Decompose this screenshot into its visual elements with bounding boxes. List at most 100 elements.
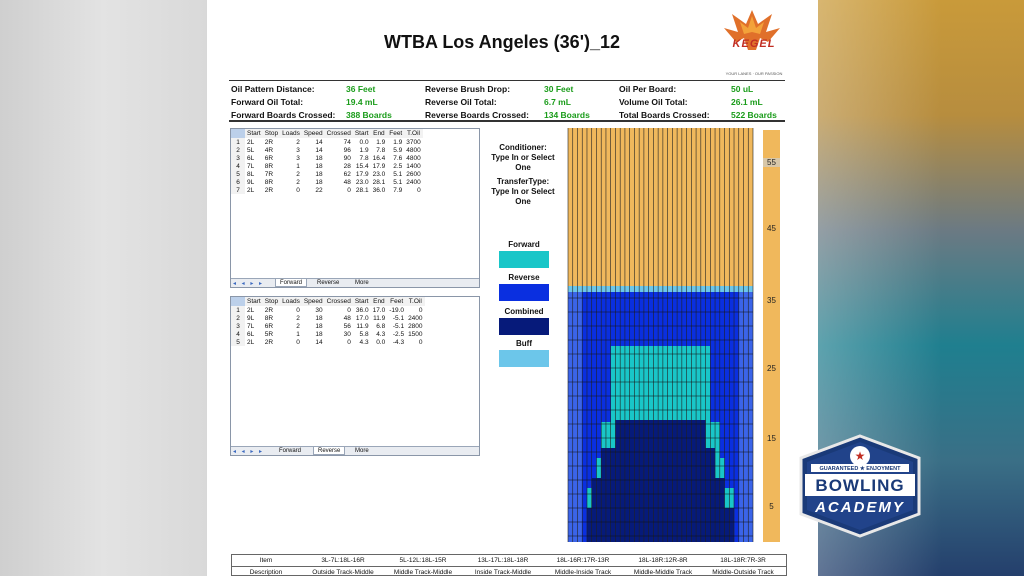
table-cell[interactable]: 0 [418, 338, 423, 346]
transfer-type-select[interactable]: TransferType: Type In or Select One [491, 177, 555, 206]
table-cell[interactable]: 16.4 [372, 154, 386, 162]
table-cell[interactable]: 2400 [406, 178, 421, 186]
table-cell[interactable]: 2 [296, 170, 300, 178]
table-cell[interactable]: 2400 [408, 314, 423, 322]
table-cell[interactable]: 6.8 [376, 322, 386, 330]
table-cell[interactable]: 5.1 [393, 170, 403, 178]
table-cell[interactable]: 28.1 [355, 186, 369, 194]
table-cell[interactable]: 18 [315, 330, 323, 338]
table-cell[interactable]: 48 [343, 314, 351, 322]
table-cell[interactable]: 14 [315, 338, 323, 346]
table-cell[interactable]: 11.9 [373, 314, 386, 322]
table-cell[interactable]: 28.1 [372, 178, 386, 186]
table-cell[interactable]: 1.9 [359, 146, 369, 154]
table-row[interactable]: 4 6L 5R 1 18 30 5.8 4.3 -2.5 1500 [231, 330, 425, 338]
table-cell[interactable]: 90 [343, 154, 351, 162]
table-cell[interactable]: 0 [347, 338, 351, 346]
table-cell[interactable]: 30 [343, 330, 351, 338]
table-cell[interactable]: 4800 [406, 146, 421, 154]
table-cell[interactable]: 0.0 [376, 338, 386, 346]
table-cell[interactable]: 8R [264, 314, 274, 322]
table-cell[interactable]: 18 [315, 170, 323, 178]
table-cell[interactable]: 4.3 [376, 330, 386, 338]
table-cell[interactable]: 22 [315, 186, 323, 194]
table-cell[interactable]: 1.9 [393, 138, 403, 146]
table-cell[interactable]: -5.1 [392, 322, 405, 330]
table-cell[interactable]: 18 [315, 322, 323, 330]
tab-forward[interactable]: Forward [275, 279, 308, 287]
table-cell[interactable]: 2 [296, 314, 300, 322]
table-cell[interactable]: 48 [343, 178, 351, 186]
table-row[interactable]: 4 7L 8R 1 18 28 15.4 17.9 2.5 1400 [231, 162, 423, 170]
table-row[interactable]: 2 5L 4R 3 14 96 1.9 7.8 5.9 4800 [231, 146, 423, 154]
table-cell[interactable]: 15.4 [355, 162, 369, 170]
table-cell[interactable]: 18 [315, 314, 323, 322]
table-cell[interactable]: 2L [247, 338, 255, 346]
table-cell[interactable]: 6L [247, 154, 255, 162]
table-cell[interactable]: 2 [296, 138, 300, 146]
table-row[interactable]: 2 9L 8R 2 18 48 17.0 11.9 -5.1 2400 [231, 314, 425, 322]
table-row[interactable]: 7 2L 2R 0 22 0 28.1 36.0 7.9 0 [231, 186, 423, 194]
table-cell[interactable]: -2.5 [392, 330, 405, 338]
table-cell[interactable]: 2.5 [393, 162, 403, 170]
tab-reverse[interactable]: Reverse [317, 280, 340, 286]
table-cell[interactable]: 2 [296, 322, 300, 330]
table-cell[interactable]: 1400 [406, 162, 421, 170]
table-cell[interactable]: 2R [264, 138, 274, 146]
table-cell[interactable]: 0 [296, 306, 300, 314]
table-row[interactable]: 6 9L 8R 2 18 48 23.0 28.1 5.1 2400 [231, 178, 423, 186]
table-cell[interactable]: 0.0 [359, 138, 369, 146]
table-cell[interactable]: 8R [264, 162, 274, 170]
table-row[interactable]: 1 2L 2R 2 14 74 0.0 1.9 1.9 3700 [231, 138, 423, 146]
table-cell[interactable]: 36.0 [355, 306, 369, 314]
table-cell[interactable]: 96 [343, 146, 351, 154]
table-cell[interactable]: 0 [347, 186, 351, 194]
table-cell[interactable]: 5.8 [359, 330, 369, 338]
sheet-nav-arrows[interactable]: ◂ ◂ ▸ ▸ [233, 281, 265, 287]
table-cell[interactable]: 3 [296, 146, 300, 154]
table-cell[interactable]: 6L [247, 330, 255, 338]
table-cell[interactable]: 8R [264, 178, 274, 186]
table-cell[interactable]: 6R [264, 322, 274, 330]
table-cell[interactable]: 0 [347, 306, 351, 314]
table-cell[interactable]: 4R [264, 146, 274, 154]
table-cell[interactable]: 11.9 [356, 322, 369, 330]
conditioner-select[interactable]: Conditioner: Type In or Select One [491, 143, 555, 172]
table-cell[interactable]: 2L [247, 138, 255, 146]
table-row[interactable]: 1 2L 2R 0 30 0 36.0 17.0 -19.0 0 [231, 306, 425, 314]
table-cell[interactable]: 18 [315, 178, 323, 186]
table-cell[interactable]: 2L [247, 306, 255, 314]
table-cell[interactable]: 2600 [406, 170, 421, 178]
table-cell[interactable]: 0 [417, 186, 421, 194]
table-cell[interactable]: 17.9 [355, 170, 369, 178]
table-cell[interactable]: 30 [315, 306, 323, 314]
tab-more[interactable]: More [355, 448, 369, 454]
table-cell[interactable]: 17.9 [372, 162, 386, 170]
table-cell[interactable]: 1 [296, 330, 300, 338]
table-cell[interactable]: -4.3 [392, 338, 405, 346]
table-cell[interactable]: 7.6 [393, 154, 403, 162]
table-cell[interactable]: 17.0 [355, 314, 369, 322]
table-cell[interactable]: 28 [343, 162, 351, 170]
table-cell[interactable]: 3 [296, 154, 300, 162]
table-cell[interactable]: 6R [264, 154, 274, 162]
table-cell[interactable]: 18 [315, 154, 323, 162]
select-all-corner[interactable] [231, 129, 245, 138]
tab-forward[interactable]: Forward [279, 448, 302, 454]
table-cell[interactable]: 8L [247, 170, 255, 178]
table-cell[interactable]: 4800 [406, 154, 421, 162]
table-cell[interactable]: 2R [264, 186, 274, 194]
table-cell[interactable]: 0 [418, 306, 423, 314]
table-cell[interactable]: 17.0 [372, 306, 386, 314]
table-cell[interactable]: 2R [264, 306, 274, 314]
table-cell[interactable]: -5.1 [392, 314, 405, 322]
table-cell[interactable]: 5.9 [393, 146, 403, 154]
table-cell[interactable]: 1 [296, 162, 300, 170]
table-row[interactable]: 3 6L 6R 3 18 90 7.8 16.4 7.6 4800 [231, 154, 423, 162]
table-cell[interactable]: 7.9 [393, 186, 403, 194]
table-row[interactable]: 5 8L 7R 2 18 62 17.9 23.0 5.1 2600 [231, 170, 423, 178]
table-cell[interactable]: 7L [247, 322, 255, 330]
reverse-steps-grid[interactable]: Start Stop Loads Speed Crossed Start End Feet T.… [230, 296, 480, 456]
table-cell[interactable]: 36.0 [372, 186, 386, 194]
sheet-nav-arrows[interactable]: ◂ ◂ ▸ ▸ [233, 449, 265, 455]
